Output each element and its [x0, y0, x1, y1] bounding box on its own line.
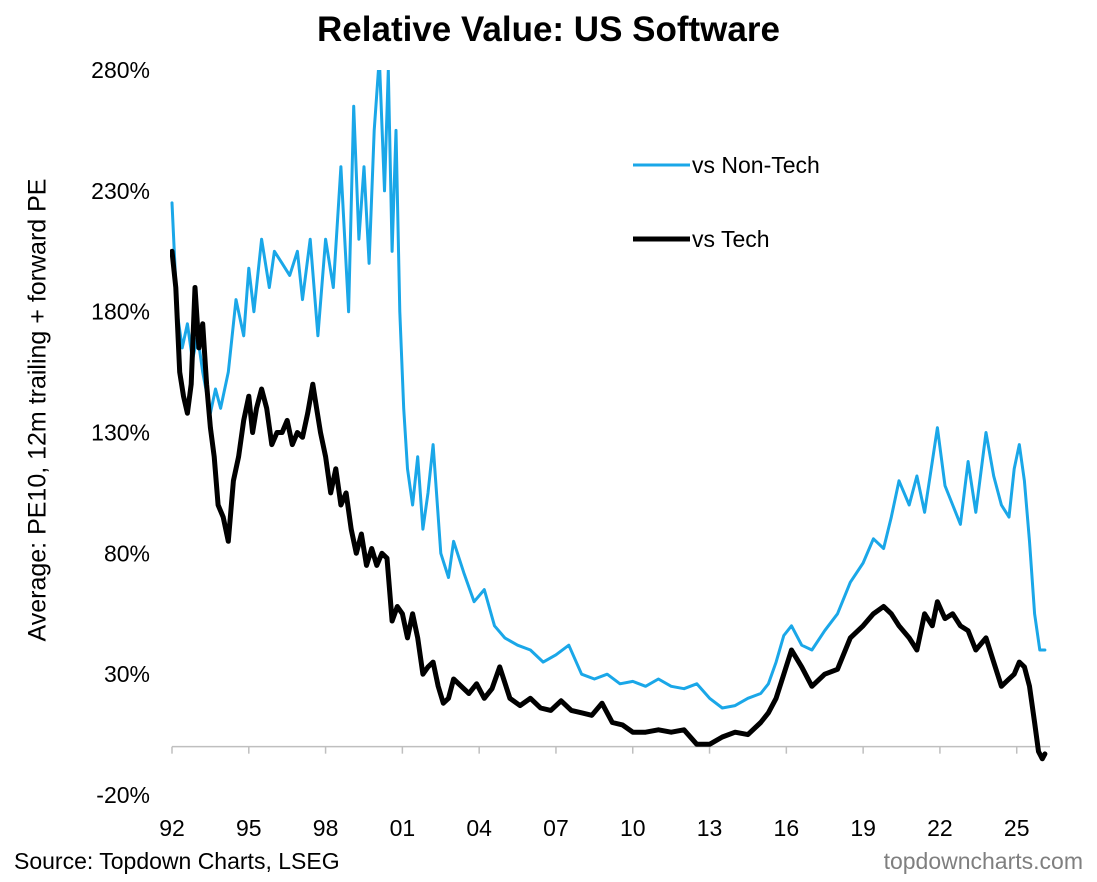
- chart-title: Relative Value: US Software: [317, 10, 780, 49]
- watermark: topdowncharts.com: [883, 848, 1083, 874]
- y-tick-label: 30%: [104, 661, 150, 687]
- legend: vs Non-Tech vs Tech: [633, 152, 820, 252]
- legend-label: vs Non-Tech: [692, 152, 820, 178]
- x-tick-label: 98: [313, 815, 339, 840]
- legend-label: vs Tech: [692, 226, 770, 252]
- x-tick-label: 22: [927, 815, 953, 840]
- x-tick-label: 95: [236, 815, 262, 840]
- x-tick-label: 04: [466, 815, 492, 840]
- y-tick-label: 230%: [91, 178, 150, 204]
- x-tick-label: 19: [850, 815, 876, 840]
- source-note: Source: Topdown Charts, LSEG: [14, 848, 340, 874]
- y-tick-label: 80%: [104, 540, 150, 566]
- x-tick-label: 01: [390, 815, 416, 840]
- y-tick-label: -20%: [96, 782, 150, 808]
- y-axis-ticks: -20% 30% 80% 130% 180% 230% 280%: [91, 57, 150, 808]
- line-chart: -20% 30% 80% 130% 180% 230% 280% 92 95 98 01 04 07 1…: [91, 57, 1050, 840]
- x-tick-label: 13: [697, 815, 723, 840]
- series-line-vs-tech: [170, 248, 1048, 762]
- y-tick-label: 180%: [91, 299, 150, 325]
- series-line-vs-non-tech: [170, 70, 1047, 710]
- x-tick-label: 92: [159, 815, 185, 840]
- x-tick-label: 16: [774, 815, 800, 840]
- x-tick-label: 25: [1004, 815, 1030, 840]
- x-tick-label: 07: [543, 815, 569, 840]
- x-axis: 92 95 98 01 04 07 10 13 16 19 22 25: [159, 745, 1050, 840]
- y-tick-label: 130%: [91, 420, 150, 446]
- y-tick-label: 280%: [91, 57, 150, 83]
- series-layer: [170, 70, 1048, 762]
- x-tick-label: 10: [620, 815, 646, 840]
